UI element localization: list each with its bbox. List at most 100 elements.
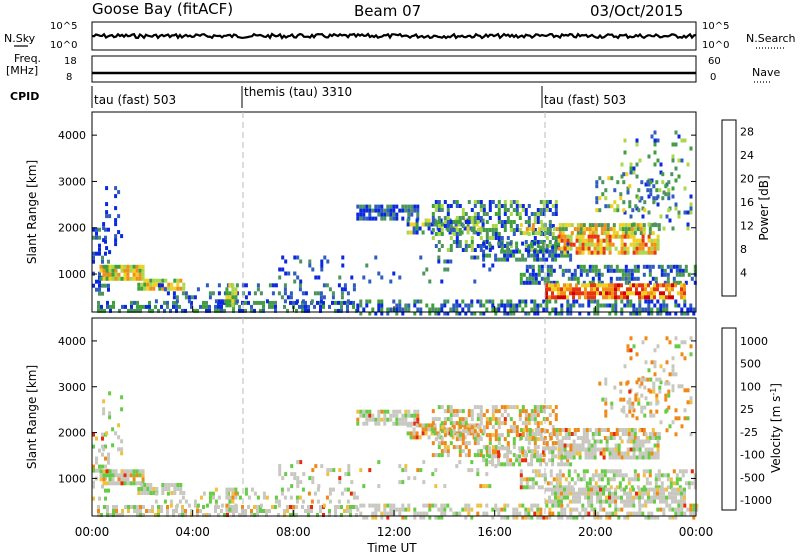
heatmap-cell: [146, 487, 150, 491]
heatmap-cell: [301, 487, 305, 492]
heatmap-cell: [506, 433, 510, 438]
heatmap-cell: [656, 299, 660, 304]
heatmap-cell: [98, 287, 101, 292]
heatmap-cell: [629, 439, 633, 444]
heatmap-cell: [430, 423, 434, 428]
heatmap-cell: [503, 249, 507, 254]
heatmap-cell: [657, 436, 661, 440]
heatmap-cell: [533, 236, 537, 240]
heatmap-cell: [362, 515, 366, 520]
heatmap-cell: [609, 477, 613, 482]
heatmap-cell: [262, 308, 265, 313]
heatmap-cell: [609, 432, 613, 436]
heatmap-cell: [461, 421, 465, 426]
heatmap-cell: [521, 515, 525, 520]
heatmap-cell: [461, 441, 465, 446]
heatmap-cell: [485, 462, 489, 467]
heatmap-cell: [614, 295, 617, 300]
heatmap-cell: [509, 458, 513, 463]
heatmap-cell: [657, 227, 661, 232]
heatmap-cell: [602, 491, 605, 496]
heatmap-cell: [569, 491, 572, 496]
heatmap-cell: [325, 495, 329, 500]
heatmap-cell: [671, 368, 675, 373]
heatmap-cell: [148, 304, 151, 309]
heatmap-cell: [683, 138, 687, 143]
heatmap-cell: [182, 491, 186, 495]
heatmap-cell: [618, 268, 622, 273]
heatmap-cell: [383, 409, 387, 414]
heatmap-cell: [680, 495, 683, 500]
heatmap-cell: [464, 303, 468, 308]
heatmap-cell: [607, 204, 611, 209]
heatmap-cell: [659, 487, 662, 492]
heatmap-cell: [668, 291, 671, 296]
heatmap-cell: [617, 295, 620, 300]
heatmap-cell: [262, 304, 265, 309]
heatmap-cell: [595, 196, 599, 201]
heatmap-cell: [597, 485, 601, 490]
heatmap-cell: [627, 436, 631, 440]
heatmap-cell: [478, 423, 482, 428]
heatmap-cell: [628, 401, 632, 406]
heatmap-cell: [629, 511, 633, 516]
heatmap-cell: [152, 491, 156, 495]
heatmap-cell: [421, 222, 425, 227]
heatmap-cell: [527, 224, 531, 228]
heatmap-cell: [458, 303, 462, 308]
heatmap-cell: [563, 462, 567, 467]
heatmap-cell: [225, 291, 229, 296]
heatmap-cell: [386, 212, 390, 217]
nave-tick-low: 0: [710, 72, 716, 83]
heatmap-cell: [491, 263, 495, 268]
heatmap-cell: [629, 303, 633, 308]
heatmap-cell: [398, 208, 402, 213]
heatmap-cell: [277, 291, 281, 296]
heatmap-cell: [646, 401, 650, 406]
heatmap-cell: [655, 401, 659, 406]
heatmap-cell: [132, 469, 136, 474]
heatmap-cell: [299, 259, 303, 264]
heatmap-cell: [590, 443, 594, 448]
heatmap-cell: [528, 432, 532, 436]
heatmap-cell: [512, 441, 516, 446]
heatmap-cell: [533, 212, 537, 216]
heatmap-cell: [597, 280, 601, 285]
heatmap-cell: [525, 276, 529, 281]
heatmap-cell: [519, 481, 523, 486]
heatmap-cell: [404, 507, 408, 512]
heatmap-cell: [433, 427, 437, 432]
heatmap-cell: [102, 469, 106, 474]
heatmap-cell: [108, 391, 112, 396]
heatmap-cell: [590, 503, 594, 508]
heatmap-cell: [591, 268, 595, 273]
heatmap-cell: [662, 495, 665, 500]
heatmap-cell: [552, 280, 556, 285]
heatmap-cell: [416, 299, 420, 304]
heatmap-cell: [467, 441, 471, 446]
heatmap-cell: [234, 507, 238, 512]
heatmap-cell: [228, 303, 232, 308]
heatmap-cell: [416, 468, 420, 473]
heatmap-cell: [618, 485, 622, 490]
heatmap-cell: [146, 278, 150, 283]
heatmap-cell: [470, 220, 474, 224]
mode-change-lines: [242, 112, 546, 516]
heatmap-cell: [683, 311, 687, 316]
heatmap-cell: [454, 222, 458, 227]
heatmap-cell: [461, 208, 465, 212]
heatmap-cell: [543, 276, 547, 281]
heatmap-cell: [208, 295, 212, 300]
heatmap-cell: [167, 282, 171, 287]
heatmap-cell: [413, 299, 417, 304]
heatmap-cell: [443, 224, 447, 228]
heatmap-cell: [446, 212, 450, 216]
heatmap-cell: [653, 222, 657, 227]
heatmap-cell: [680, 499, 683, 504]
heatmap-cell: [466, 423, 470, 428]
heatmap-cell: [455, 445, 459, 450]
heatmap-cell: [588, 264, 592, 269]
heatmap-cell: [133, 308, 136, 313]
heatmap-cell: [448, 230, 452, 235]
heatmap-cell: [614, 287, 617, 292]
